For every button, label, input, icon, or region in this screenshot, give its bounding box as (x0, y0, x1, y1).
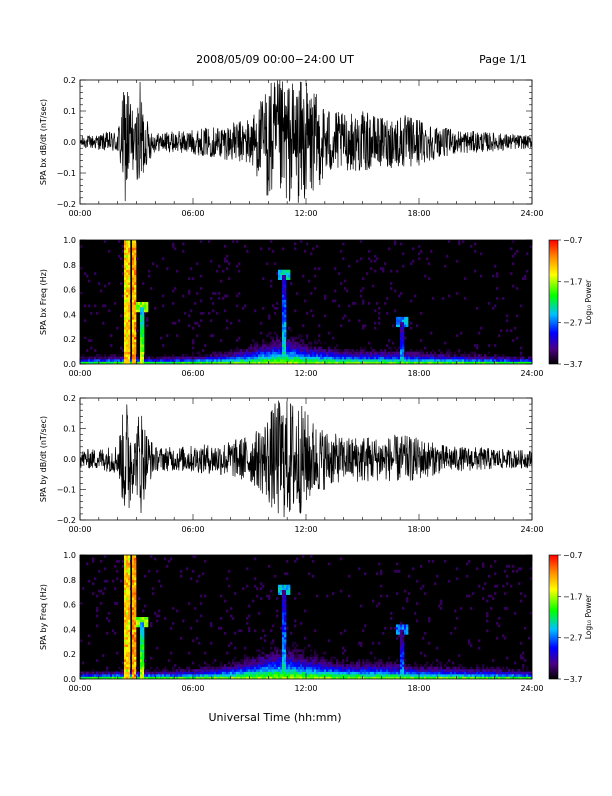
y-tick-label: −0.1 (57, 169, 76, 178)
colorbar-tick-label: −0.7 (563, 551, 582, 560)
y-tick-label: 0.4 (63, 310, 76, 319)
colorbar-tick-label: −1.7 (563, 277, 582, 286)
y-axis-label: SPA bx Freq (Hz) (39, 269, 48, 335)
y-tick-label: 0.6 (63, 601, 76, 610)
x-tick-label: 12:00 (294, 684, 317, 693)
x-tick-label: 12:00 (294, 209, 317, 218)
x-tick-label: 00:00 (68, 369, 91, 378)
colorbar-tick-label: −2.7 (563, 634, 582, 643)
panel-3: 00:00 06:00 12:00 18:00 24:00 0.2 0.1 0.0 −0.1 −0… (39, 394, 544, 534)
x-tick-label: 06:00 (181, 684, 204, 693)
x-axis-title: Universal Time (hh:mm) (209, 711, 342, 724)
date-range-title: 2008/05/09 00:00−24:00 UT (196, 53, 354, 66)
x-tick-label: 12:00 (294, 369, 317, 378)
y-tick-label: 1.0 (63, 236, 76, 245)
y-tick-label: 0.0 (63, 138, 76, 147)
x-tick-label: 06:00 (181, 369, 204, 378)
y-tick-label: 0.1 (63, 425, 76, 434)
x-tick-label: 06:00 (181, 525, 204, 534)
y-tick-label: −0.2 (57, 200, 76, 209)
y-tick-label: −0.1 (57, 486, 76, 495)
colorbar: −0.7 −1.7 −2.7 −3.7 Log₁₀ Power (548, 236, 593, 369)
y-tick-label: 0.8 (63, 261, 76, 270)
x-tick-label: 00:00 (68, 684, 91, 693)
y-tick-label: 0.8 (63, 576, 76, 585)
panels: 00:00 06:00 12:00 18:00 24:00 0.2 0.1 0.0 −0.1 −0… (39, 76, 593, 693)
x-tick-label: 18:00 (407, 684, 430, 693)
y-tick-label: 0.0 (63, 360, 76, 369)
x-tick-label: 24:00 (520, 209, 543, 218)
y-tick-label: 0.1 (63, 107, 76, 116)
y-tick-label: 0.2 (63, 76, 76, 85)
x-tick-label: 18:00 (407, 525, 430, 534)
panel-1: 00:00 06:00 12:00 18:00 24:00 0.2 0.1 0.0 −0.1 −0… (39, 76, 544, 218)
y-tick-label: 0.0 (63, 455, 76, 464)
colorbar-label: Log₁₀ Power (584, 594, 593, 639)
colorbar-gradient (548, 239, 559, 365)
waveform-trace (80, 400, 532, 518)
spectrogram-cells (80, 555, 532, 679)
y-tick-label: 0.2 (63, 335, 76, 344)
y-axis-label: SPA by Freq (Hz) (39, 584, 48, 650)
colorbar-tick-label: −0.7 (563, 236, 582, 245)
waveform-trace (80, 80, 532, 203)
y-tick-label: 0.2 (63, 650, 76, 659)
colorbar: −0.7 −1.7 −2.7 −3.7 Log₁₀ Power (548, 551, 593, 684)
page-number: Page 1/1 (479, 53, 527, 66)
y-tick-label: 1.0 (63, 551, 76, 560)
x-tick-label: 18:00 (407, 369, 430, 378)
x-tick-label: 00:00 (68, 525, 91, 534)
y-tick-label: 0.6 (63, 286, 76, 295)
x-tick-label: 24:00 (520, 525, 543, 534)
spectrogram-cells (80, 240, 532, 364)
y-tick-label: 0.4 (63, 625, 76, 634)
colorbar-tick-label: −3.7 (563, 675, 582, 684)
y-tick-label: 0.0 (63, 675, 76, 684)
x-tick-label: 24:00 (520, 369, 543, 378)
colorbar-tick-label: −2.7 (563, 319, 582, 328)
y-axis-label: SPA bx dB/dt (nT/sec) (39, 99, 48, 185)
y-tick-label: 0.2 (63, 394, 76, 403)
colorbar-label: Log₁₀ Power (584, 279, 593, 324)
x-tick-label: 18:00 (407, 209, 430, 218)
colorbar-gradient (548, 554, 559, 680)
y-tick-label: −0.2 (57, 516, 76, 525)
x-tick-label: 12:00 (294, 525, 317, 534)
colorbar-tick-label: −3.7 (563, 360, 582, 369)
x-tick-label: 06:00 (181, 209, 204, 218)
x-tick-label: 24:00 (520, 684, 543, 693)
panel-2: −0.7 −1.7 −2.7 −3.7 Log₁₀ Power 00:00 06:00 12:… (39, 236, 593, 378)
y-axis-label: SPA by dB/dt (nT/sec) (39, 416, 48, 502)
colorbar-tick-label: −1.7 (563, 592, 582, 601)
panel-4: −0.7 −1.7 −2.7 −3.7 Log₁₀ Power 00:00 06:00 12:… (39, 551, 593, 693)
x-tick-label: 00:00 (68, 209, 91, 218)
